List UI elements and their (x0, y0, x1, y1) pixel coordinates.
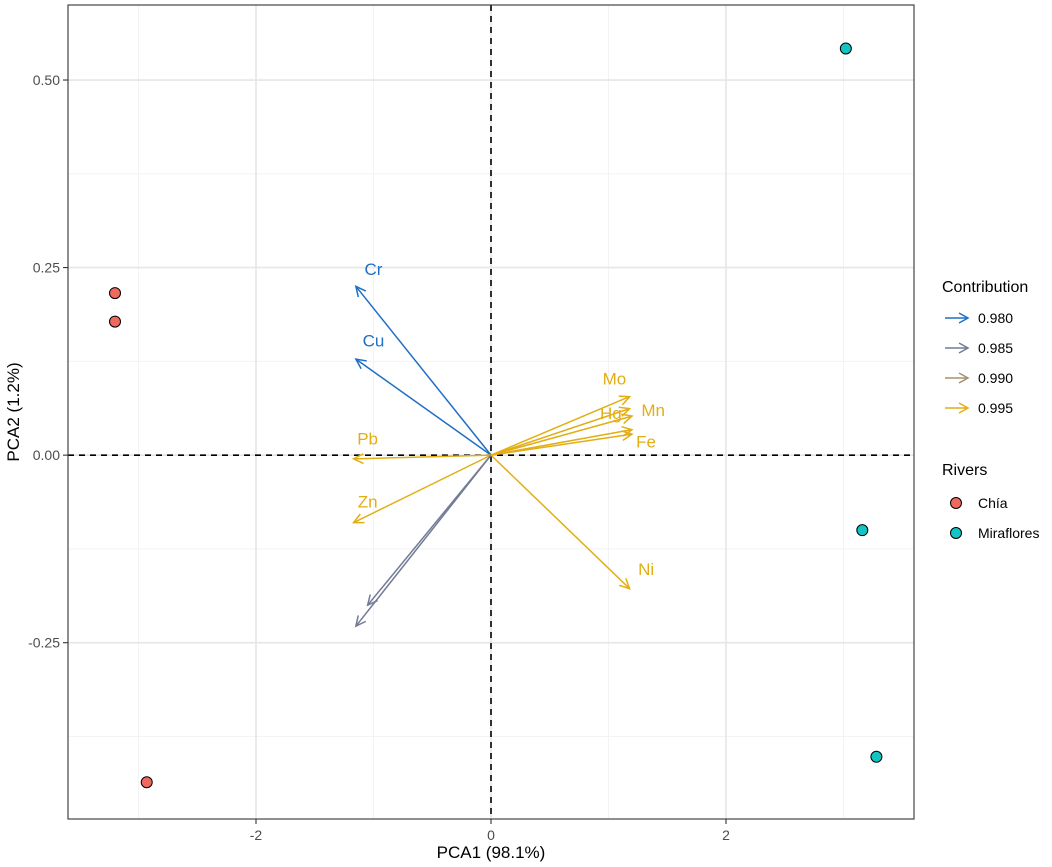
score-points (109, 42, 883, 789)
legend-river-swatch (950, 497, 962, 509)
loading-arrow-head (354, 358, 367, 370)
loading-arrow-head (366, 594, 378, 607)
loading-arrow-shaft (353, 454, 492, 524)
loading-arrow-shaft (353, 454, 492, 460)
point-miraflores (839, 42, 852, 55)
loading-arrow-pb: Pb (351, 430, 492, 465)
legend-rivers-title: Rivers (942, 462, 987, 479)
point-chia (109, 287, 121, 300)
loading-arrow-head (621, 430, 634, 441)
loading-arrow-shaft (367, 454, 492, 606)
loading-arrow-head (351, 453, 364, 465)
loading-label-hg: Hg (600, 404, 622, 423)
loading-arrow-shaft (490, 415, 633, 456)
loading-arrow-ni: Ni (490, 454, 654, 590)
x-tick-label: 2 (722, 827, 730, 843)
loading-label-fe: Fe (636, 433, 656, 452)
loading-arrow-mn: Mn (490, 401, 665, 456)
x-tick-label: 0 (487, 827, 495, 843)
loading-arrow-head (354, 284, 367, 298)
x-tick-label: -2 (250, 827, 263, 843)
loading-arrow-shaft (490, 407, 630, 456)
legend-rivers: Rivers Chía Miraflores (942, 462, 1039, 541)
loading-label-mn: Mn (641, 401, 665, 420)
legend-contribution-label: 0.985 (978, 340, 1013, 356)
loading-label-zn: Zn (358, 493, 378, 512)
legend-contribution-label: 0.990 (978, 370, 1013, 386)
loading-arrow-zn: Zn (351, 454, 492, 524)
legend-contribution-key: 0.985 (945, 340, 1013, 356)
legend-contribution: Contribution 0.980 0.985 0.990 0.995 (942, 279, 1028, 416)
loading-arrow-head (618, 578, 631, 590)
loading-arrow-unlabeled-c (490, 430, 634, 456)
loading-arrow-mo: Mo (490, 370, 632, 456)
loading-label-mo: Mo (603, 370, 627, 389)
point-chia (109, 315, 121, 328)
legend-arrow-head (958, 372, 970, 384)
point-chia (140, 776, 153, 789)
legend-river-key: Miraflores (950, 525, 1039, 541)
legend-river-key: Chía (950, 495, 1008, 511)
legend-arrow-head (958, 312, 970, 324)
legend-river-label: Miraflores (978, 525, 1039, 541)
legend-contribution-key: 0.995 (945, 400, 1013, 416)
loading-arrow-shaft (490, 433, 633, 456)
loading-arrows: Cr Cu Pb Zn Mo Hg Mn Fe Ni (351, 260, 665, 628)
loading-arrow-head (351, 513, 365, 524)
legend-river-swatch (950, 527, 962, 539)
x-axis-title: PCA1 (98.1%) (437, 843, 546, 862)
legend-river-label: Chía (978, 495, 1008, 511)
loading-arrow-hg: Hg (490, 404, 632, 456)
point-miraflores (856, 524, 869, 537)
loading-arrow-head (618, 406, 632, 417)
legend-contribution-key: 0.990 (945, 370, 1013, 386)
y-tick-label: 0.50 (33, 72, 60, 88)
loading-arrow-shaft (490, 395, 630, 456)
loading-arrow-shaft (355, 285, 492, 456)
y-tick-label: 0.00 (33, 447, 60, 463)
loading-arrow-cu: Cu (354, 331, 492, 456)
legend-contribution-label: 0.980 (978, 310, 1013, 326)
loading-arrow-head (618, 395, 632, 406)
legend-contribution-title: Contribution (942, 279, 1028, 296)
loading-arrow-head (354, 615, 367, 628)
loading-label-cr: Cr (365, 260, 383, 279)
loading-label-ni: Ni (638, 560, 654, 579)
loading-arrow-shaft (490, 454, 631, 590)
legend-arrow-head (958, 402, 970, 414)
loading-arrow-cr: Cr (354, 260, 492, 456)
legend-contribution-label: 0.995 (978, 400, 1013, 416)
legend-arrow-head (958, 342, 970, 354)
y-tick-label: 0.25 (33, 260, 60, 276)
x-axis-ticks: -2 0 2 (250, 819, 730, 843)
loading-label-cu: Cu (363, 331, 385, 350)
legend-contribution-key: 0.980 (945, 310, 1013, 326)
y-axis-ticks: 0.50 0.25 0.00 -0.25 (28, 72, 68, 651)
loading-label-pb: Pb (357, 430, 378, 449)
loading-arrow-shaft (355, 358, 492, 456)
loading-arrow-head (621, 425, 634, 437)
y-tick-label: -0.25 (28, 635, 60, 651)
y-axis-title: PCA2 (1.2%) (4, 362, 23, 461)
loading-arrow-head (621, 413, 634, 424)
point-miraflores (870, 750, 883, 763)
loading-arrow-unlabeled-b (366, 454, 492, 607)
